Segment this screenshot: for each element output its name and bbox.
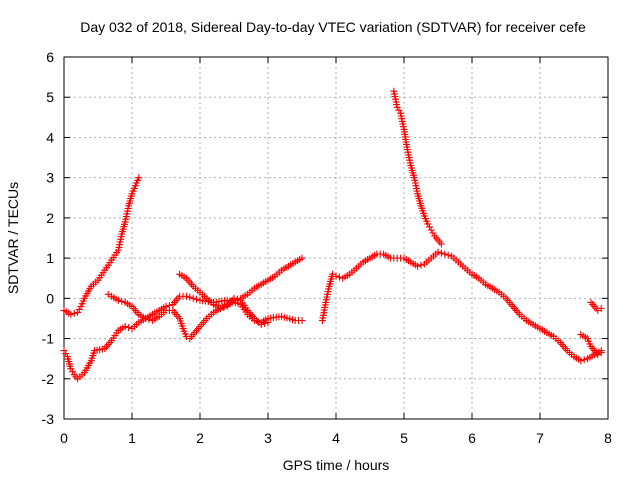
series-track-7 xyxy=(577,331,605,359)
x-tick-label: 6 xyxy=(468,430,476,446)
x-tick-label: 0 xyxy=(60,430,68,446)
series-track-8-markers xyxy=(587,298,605,314)
x-tick-label: 1 xyxy=(128,430,136,446)
y-axis-label: SDTVAR / TECUs xyxy=(5,182,21,294)
y-tick-label: 4 xyxy=(46,129,54,145)
y-tick-label: 5 xyxy=(46,89,54,105)
x-axis-label: GPS time / hours xyxy=(283,457,390,473)
series-track-5 xyxy=(318,248,605,365)
series-track-4-markers xyxy=(176,270,272,328)
y-tick-label: -3 xyxy=(42,411,55,427)
series-track-7-markers xyxy=(577,331,605,359)
series-track-1-markers xyxy=(60,174,143,318)
x-tick-label: 4 xyxy=(332,430,340,446)
x-tick-label: 7 xyxy=(536,430,544,446)
x-tick-label: 2 xyxy=(196,430,204,446)
series-track-4 xyxy=(176,270,272,328)
y-axis-ticks: -3 -2 -1 0 1 2 3 4 5 6 xyxy=(42,49,608,427)
data-points xyxy=(60,87,605,383)
series-track-2 xyxy=(60,292,306,383)
chart-title: Day 032 of 2018, Sidereal Day-to-day VTE… xyxy=(80,19,586,35)
series-track-2-markers xyxy=(60,292,306,383)
x-tick-label: 3 xyxy=(264,430,272,446)
y-tick-label: -1 xyxy=(42,331,55,347)
y-tick-label: 3 xyxy=(46,170,54,186)
y-tick-label: -2 xyxy=(42,371,55,387)
series-track-6 xyxy=(390,87,445,248)
grid xyxy=(64,57,608,419)
y-tick-label: 2 xyxy=(46,210,54,226)
x-axis-ticks: 0 1 2 3 4 5 6 7 8 xyxy=(60,57,612,446)
y-tick-label: 6 xyxy=(46,49,54,65)
series-track-5-markers xyxy=(318,248,605,365)
y-tick-label: 1 xyxy=(46,250,54,266)
x-tick-label: 8 xyxy=(604,430,612,446)
series-track-1 xyxy=(60,174,143,318)
y-tick-label: 0 xyxy=(46,290,54,306)
series-track-6-markers xyxy=(390,87,445,248)
series-track-8 xyxy=(587,298,605,314)
x-tick-label: 5 xyxy=(400,430,408,446)
